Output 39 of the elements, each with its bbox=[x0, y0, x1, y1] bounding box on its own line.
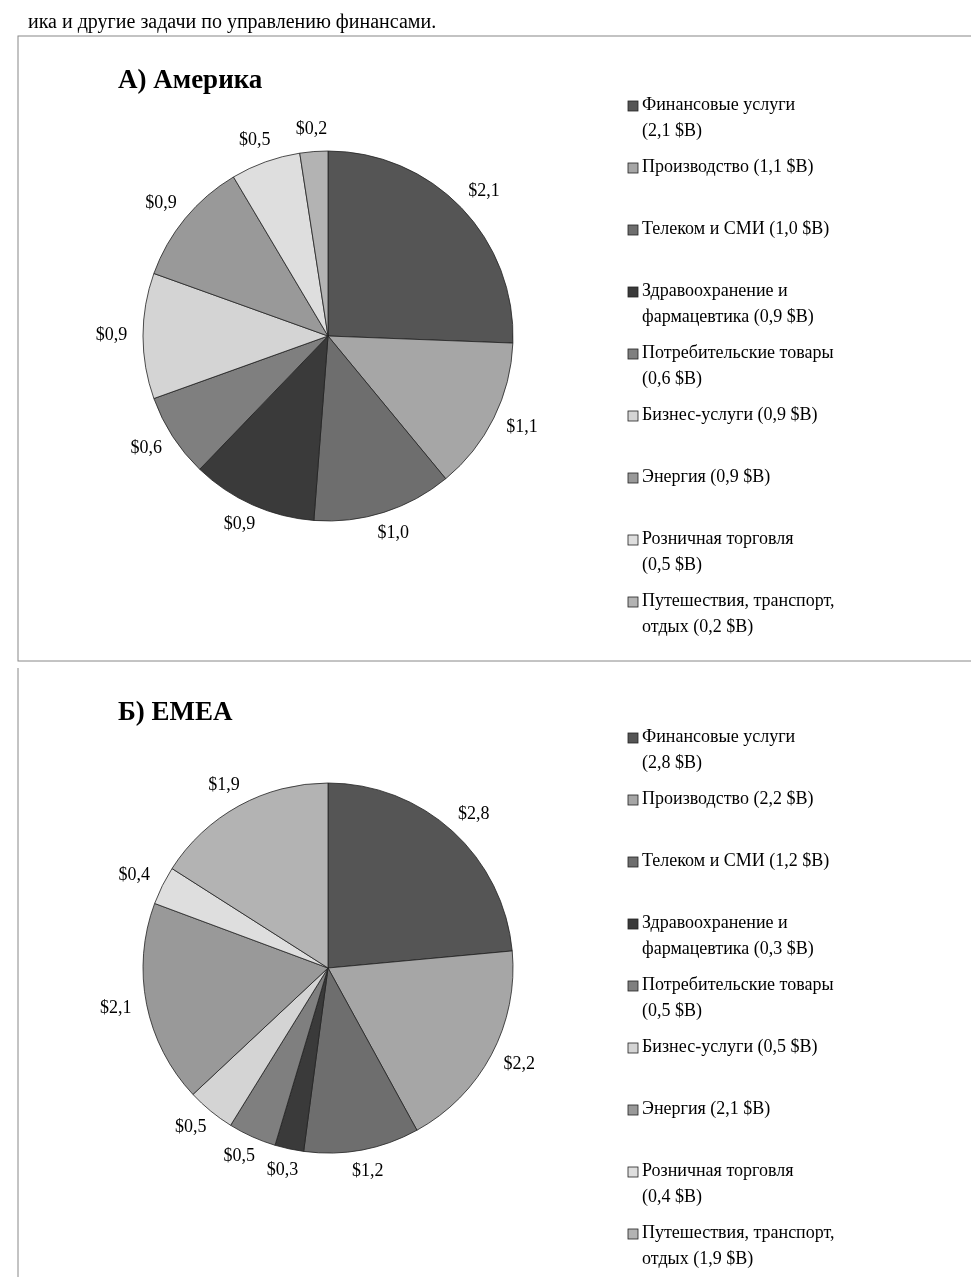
data-label: $0,9 bbox=[223, 513, 256, 534]
legend-label: Телеком и СМИ (1,0 $B) bbox=[642, 218, 830, 240]
data-label: $2,1 bbox=[468, 180, 500, 201]
legend-label: Потребительские товары (0,5 $B) bbox=[642, 974, 834, 1022]
legend-label: Финансовые услуги (2,1 $B) bbox=[642, 94, 796, 142]
chart-title: Б) EMEA bbox=[118, 696, 234, 726]
chart-title: А) Америка bbox=[118, 64, 263, 94]
text: ика и другие задачи по управлению финансами. bbox=[28, 10, 437, 33]
legend-label: Путешествия, транспорт, отдых (0,2 $B) bbox=[642, 590, 835, 638]
data-label: $0,5 bbox=[223, 1145, 256, 1166]
data-label: $2,8 bbox=[458, 803, 490, 823]
data-label: $1,9 bbox=[208, 774, 240, 795]
data-label: $0,5 bbox=[175, 1116, 207, 1137]
legend-label: Производство (2,2 $B) bbox=[642, 788, 814, 810]
legend-label: Здравоохранение и фармацевтика (0,3 $B) bbox=[642, 912, 814, 960]
data-label: $0,6 bbox=[130, 436, 163, 457]
legend-label: Производство (1,1 $B) bbox=[642, 156, 814, 178]
data-label: $0,9 bbox=[95, 324, 128, 345]
data-label: $1,0 bbox=[377, 521, 410, 542]
data-label: $0,5 bbox=[239, 129, 271, 150]
data-label: $2,2 bbox=[503, 1053, 535, 1074]
legend-label: Телеком и СМИ (1,2 $B) bbox=[642, 850, 830, 872]
data-label: $0,9 bbox=[145, 192, 177, 213]
legend-label: Розничная торговля (0,5 $B) bbox=[642, 528, 794, 576]
legend-label: Энергия (0,9 $B) bbox=[642, 466, 771, 488]
legend-label: Здравоохранение и фармацевтика (0,9 $B) bbox=[642, 280, 814, 328]
data-label: $0,3 bbox=[266, 1158, 299, 1179]
data-label: $0,4 bbox=[118, 863, 150, 884]
data-label: $1,2 bbox=[352, 1159, 384, 1180]
data-label: $1,1 bbox=[506, 416, 538, 437]
legend-label: Энергия (2,1 $B) bbox=[642, 1098, 771, 1120]
legend-label: Розничная торговля (0,4 $B) bbox=[642, 1160, 794, 1208]
legend-label: Бизнес-услуги (0,9 $B) bbox=[642, 404, 818, 426]
legend-label: Потребительские товары (0,6 $B) bbox=[642, 342, 834, 390]
data-label: $0,2 bbox=[295, 117, 328, 138]
data-label: $2,1 bbox=[100, 996, 132, 1017]
legend-label: Бизнес-услуги (0,5 $B) bbox=[642, 1036, 818, 1058]
legend-label: Финансовые услуги (2,8 $B) bbox=[642, 726, 796, 774]
legend-label: Путешествия, транспорт, отдых (1,9 $B) bbox=[642, 1222, 835, 1270]
